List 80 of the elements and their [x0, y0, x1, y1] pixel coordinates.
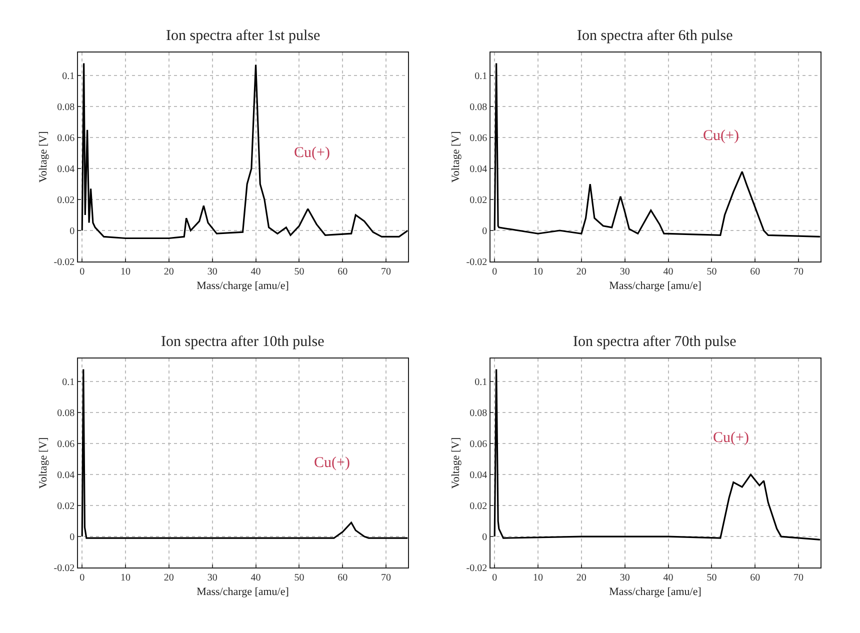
x-tick-label: 10 — [120, 266, 131, 278]
x-tick-label: 50 — [294, 572, 304, 584]
x-tick-label: 60 — [338, 266, 348, 278]
y-tick-label: 0 — [482, 226, 488, 238]
y-tick-label: 0.1 — [474, 377, 488, 388]
x-tick-label: 30 — [207, 572, 218, 584]
y-tick-label: -0.02 — [54, 563, 75, 574]
y-tick-label: 0.06 — [470, 439, 488, 450]
x-tick-label: 0 — [492, 266, 498, 278]
chart-title: Ion spectra after 1st pulse — [166, 28, 320, 44]
x-tick-label: 50 — [706, 266, 717, 278]
x-tick-label: 0 — [492, 572, 498, 584]
y-tick-label: 0.1 — [474, 71, 488, 82]
y-tick-label: 0.04 — [470, 164, 488, 176]
x-tick-label: 50 — [706, 572, 717, 584]
y-axis-title: Voltage [V] — [450, 131, 462, 183]
x-tick-label: 40 — [250, 572, 261, 584]
y-tick-label: 0.02 — [57, 195, 75, 206]
y-tick-label: 0.08 — [470, 102, 488, 114]
y-tick-label: 0.04 — [470, 470, 488, 482]
x-tick-label: 10 — [120, 572, 131, 584]
x-tick-label: 50 — [294, 266, 304, 278]
y-tick-label: -0.02 — [54, 256, 75, 268]
x-tick-label: 20 — [576, 572, 586, 584]
x-tick-label: 10 — [533, 572, 544, 584]
y-tick-label: 0.06 — [470, 133, 488, 144]
y-tick-label: 0.08 — [57, 408, 75, 420]
y-tick-label: -0.02 — [466, 563, 488, 574]
line-series — [494, 368, 820, 540]
x-tick-label: 0 — [80, 572, 85, 584]
y-tick-label: 0.08 — [57, 102, 75, 114]
chart-title: Ion spectra after 70th pulse — [573, 334, 737, 350]
x-tick-label: 20 — [164, 266, 174, 278]
x-tick-label: 0 — [80, 266, 85, 278]
x-tick-label: 70 — [381, 266, 392, 278]
line-series — [494, 62, 820, 238]
y-tick-label: 0.1 — [62, 71, 75, 82]
y-tick-label: 0 — [70, 532, 75, 544]
annotation: Cu(+) — [703, 128, 739, 144]
x-tick-label: 10 — [533, 266, 544, 278]
x-tick-label: 60 — [338, 572, 348, 584]
chart-title: Ion spectra after 6th pulse — [577, 28, 734, 44]
chart-title: Ion spectra after 10th pulse — [161, 334, 325, 350]
x-tick-label: 30 — [207, 266, 218, 278]
x-axis-title: Mass/charge [amu/e] — [609, 586, 702, 598]
x-tick-label: 30 — [620, 572, 630, 584]
y-axis-title: Voltage [V] — [37, 437, 50, 489]
y-tick-label: 0.1 — [62, 377, 75, 388]
x-axis-title: Mass/charge [amu/e] — [609, 280, 702, 292]
x-tick-label: 70 — [381, 572, 392, 584]
x-tick-label: 60 — [750, 266, 760, 278]
x-tick-label: 20 — [576, 266, 586, 278]
annotation: Cu(+) — [713, 430, 749, 446]
y-tick-label: 0.08 — [470, 408, 488, 420]
x-tick-label: 40 — [663, 572, 674, 584]
x-tick-label: 70 — [794, 572, 804, 584]
y-tick-label: 0.02 — [470, 195, 488, 206]
x-tick-label: 40 — [663, 266, 674, 278]
y-tick-label: 0.06 — [57, 133, 75, 144]
annotation: Cu(+) — [294, 145, 330, 161]
x-tick-label: 60 — [750, 572, 760, 584]
y-tick-label: 0 — [70, 226, 75, 238]
y-tick-label: 0.04 — [57, 164, 75, 176]
annotation: Cu(+) — [314, 455, 350, 471]
x-tick-label: 20 — [164, 572, 174, 584]
y-tick-label: 0.06 — [57, 439, 75, 450]
x-axis-title: Mass/charge [amu/e] — [196, 586, 289, 598]
x-tick-label: 40 — [250, 266, 261, 278]
y-tick-label: 0.04 — [57, 470, 75, 482]
y-tick-label: -0.02 — [466, 256, 488, 268]
y-axis-title: Voltage [V] — [37, 131, 50, 183]
y-tick-label: 0.02 — [470, 501, 488, 512]
line-series — [81, 62, 408, 240]
y-tick-label: 0.02 — [57, 501, 75, 512]
x-tick-label: 70 — [794, 266, 804, 278]
x-axis-title: Mass/charge [amu/e] — [196, 280, 289, 292]
y-tick-label: 0 — [482, 532, 488, 544]
y-axis-title: Voltage [V] — [450, 437, 462, 489]
x-tick-label: 30 — [620, 266, 630, 278]
line-series — [81, 368, 408, 539]
